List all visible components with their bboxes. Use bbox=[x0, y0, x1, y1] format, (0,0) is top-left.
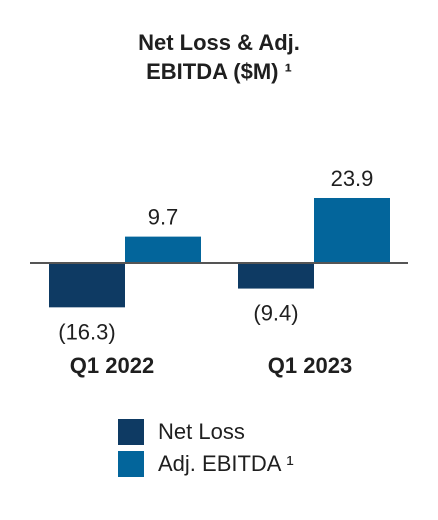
data-label-adj-ebitda-2: 23.9 bbox=[331, 166, 374, 191]
category-label-2: Q1 2023 bbox=[268, 353, 352, 378]
data-label-adj-ebitda-1: 9.7 bbox=[148, 205, 179, 230]
data-label-net-loss-1: (16.3) bbox=[58, 319, 115, 344]
bar-adj-ebitda-2 bbox=[314, 197, 390, 263]
data-label-net-loss-2: (9.4) bbox=[253, 301, 298, 326]
chart-title-line-2: EBITDA ($M) ¹ bbox=[146, 59, 292, 84]
bar-net-loss-1 bbox=[49, 263, 125, 308]
legend-label-net-loss: Net Loss bbox=[158, 419, 245, 444]
legend-swatch-adj-ebitda bbox=[118, 451, 144, 477]
legend-item-net-loss: Net Loss bbox=[118, 416, 294, 448]
bar-net-loss-2 bbox=[238, 263, 314, 289]
legend-label-adj-ebitda: Adj. EBITDA ¹ bbox=[158, 451, 294, 476]
legend-swatch-net-loss bbox=[118, 419, 144, 445]
chart-title: Net Loss & Adj. EBITDA ($M) ¹ bbox=[0, 28, 438, 86]
category-label-1: Q1 2022 bbox=[70, 353, 154, 378]
legend: Net Loss Adj. EBITDA ¹ bbox=[118, 416, 294, 480]
chart-title-line-1: Net Loss & Adj. bbox=[138, 30, 300, 55]
bar-chart: (16.3) 9.7 Q1 2022 (9.4) 23.9 Q1 2023 bbox=[30, 166, 408, 378]
bar-adj-ebitda-1 bbox=[125, 236, 201, 263]
legend-item-adj-ebitda: Adj. EBITDA ¹ bbox=[118, 448, 294, 480]
